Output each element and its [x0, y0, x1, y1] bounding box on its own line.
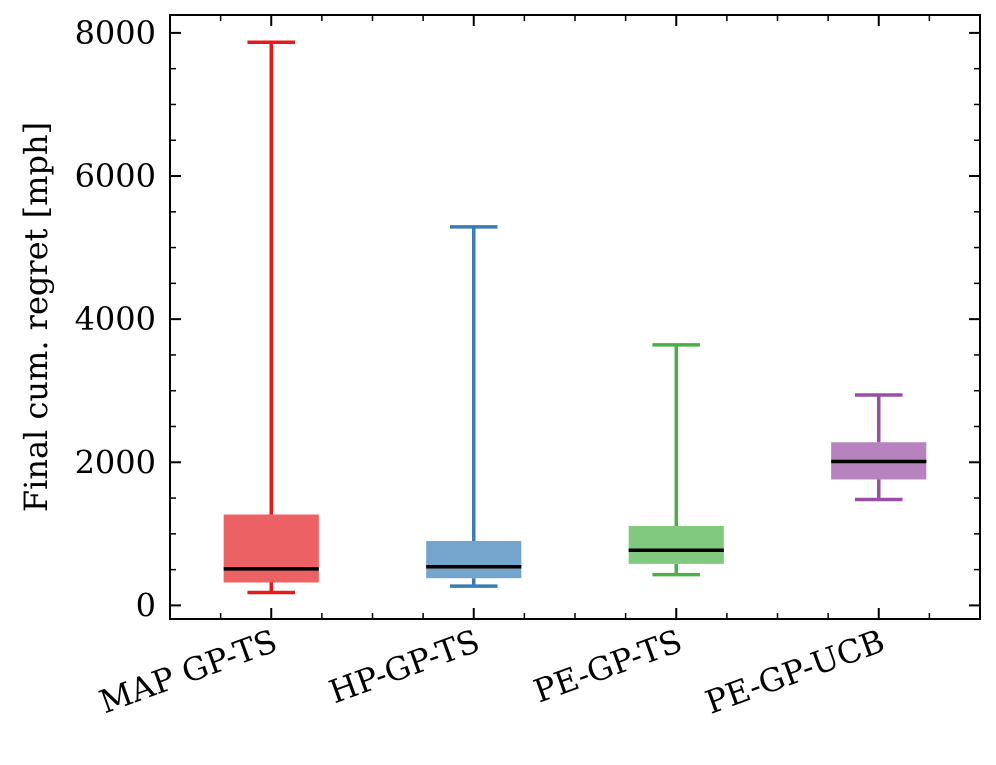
x-tick-label: HP-GP-TS: [324, 622, 484, 711]
y-tick-label: 6000: [75, 157, 156, 195]
y-tick-label: 0: [136, 586, 156, 624]
x-tick-label: MAP GP-TS: [94, 622, 282, 721]
tick-labels-layer: 0 2000 4000 6000 8000 MAP GP-TS HP-GP-TS PE-GP-…: [75, 14, 890, 722]
x-tick-label: PE-GP-TS: [529, 622, 687, 711]
y-tick-label: 8000: [75, 14, 156, 52]
box-hp-gp-ts: [426, 540, 522, 579]
x-tick-label: PE-GP-UCB: [700, 622, 889, 722]
boxes-layer: [223, 40, 927, 595]
y-tick-label: 4000: [75, 300, 156, 338]
y-axis-label: Final cum. regret [mph]: [17, 122, 55, 512]
y-tick-label: 2000: [75, 443, 156, 481]
ticks-layer: [170, 15, 980, 619]
box-map-gp-ts: [223, 514, 319, 583]
box-pe-gp-ts: [628, 525, 724, 564]
